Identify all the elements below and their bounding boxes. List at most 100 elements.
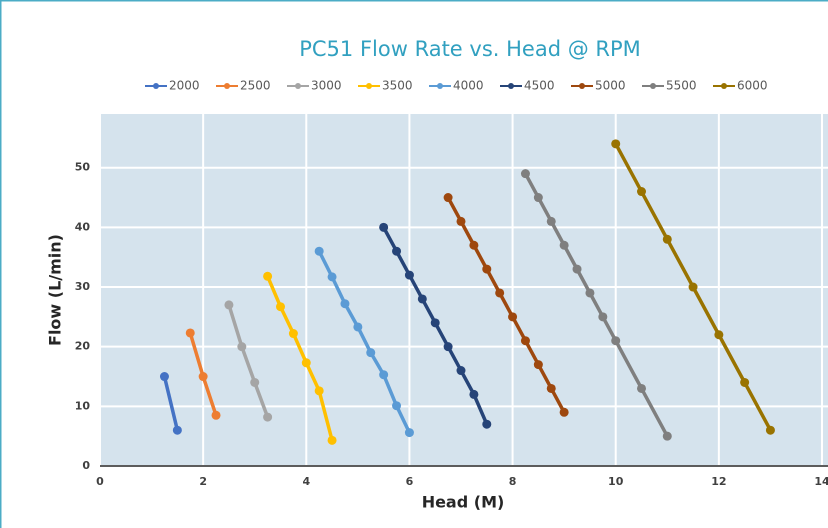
series-marker xyxy=(404,428,414,438)
legend-marker xyxy=(508,83,514,89)
legend-marker xyxy=(153,83,159,89)
y-tick-label: 10 xyxy=(75,399,91,412)
series-marker xyxy=(263,412,273,422)
series-marker xyxy=(520,336,530,346)
series-marker xyxy=(392,246,402,256)
y-tick-label: 40 xyxy=(75,220,91,233)
series-marker xyxy=(379,370,389,380)
series-marker xyxy=(637,383,646,393)
series-marker xyxy=(430,318,440,328)
legend-marker xyxy=(437,83,443,89)
series-marker xyxy=(637,187,646,197)
series-marker xyxy=(237,342,247,352)
series-marker xyxy=(404,270,414,280)
legend-marker xyxy=(579,83,585,89)
legend-label: 4500 xyxy=(524,79,555,93)
legend-label: 5500 xyxy=(666,79,697,93)
series-marker xyxy=(198,372,208,382)
series-marker xyxy=(263,271,273,281)
series-marker xyxy=(456,366,466,376)
y-axis-label: Flow (L/min) xyxy=(46,234,65,346)
series-marker xyxy=(611,139,621,149)
series-marker xyxy=(301,358,311,368)
y-tick-label: 0 xyxy=(82,459,90,472)
series-line xyxy=(162,376,180,431)
series-marker xyxy=(662,234,672,244)
x-tick-label: 14 xyxy=(814,475,828,488)
series-line xyxy=(523,172,669,438)
chart-title: PC51 Flow Rate vs. Head @ RPM xyxy=(299,37,641,61)
series-marker xyxy=(495,288,505,298)
series-marker xyxy=(469,240,479,250)
series-marker xyxy=(379,222,389,232)
series-marker xyxy=(340,299,350,309)
series-marker xyxy=(327,272,337,282)
series-marker xyxy=(559,240,569,250)
series-marker xyxy=(740,377,750,387)
series-marker xyxy=(456,216,466,226)
x-tick-label: 0 xyxy=(96,475,104,488)
series-marker xyxy=(559,407,569,417)
y-tick-label: 30 xyxy=(75,280,91,293)
series-line xyxy=(446,196,566,414)
series-marker xyxy=(159,372,169,382)
legend-marker xyxy=(721,83,727,89)
series-marker xyxy=(288,329,298,339)
series-marker xyxy=(765,425,775,435)
series-marker xyxy=(533,193,543,203)
series-marker xyxy=(185,328,195,338)
legend-marker xyxy=(295,83,301,89)
x-tick-label: 2 xyxy=(199,475,207,488)
legend-label: 6000 xyxy=(737,79,768,93)
series-marker xyxy=(172,425,182,435)
series-marker xyxy=(585,288,595,298)
series-line xyxy=(265,275,334,441)
series-marker xyxy=(314,386,324,396)
legend-marker xyxy=(224,83,230,89)
series-marker xyxy=(443,342,453,352)
series-marker xyxy=(533,360,543,370)
legend-marker xyxy=(366,83,372,89)
series-marker xyxy=(211,410,221,420)
series-marker xyxy=(250,377,260,387)
series-marker xyxy=(572,264,582,274)
series-line xyxy=(227,304,270,418)
series-marker xyxy=(520,169,530,179)
legend-label: 5000 xyxy=(595,79,626,93)
y-tick-label: 50 xyxy=(75,161,91,174)
series-marker xyxy=(598,312,608,322)
series-marker xyxy=(417,294,427,304)
series-marker xyxy=(714,330,724,340)
series-marker xyxy=(662,431,672,441)
x-tick-label: 10 xyxy=(608,475,624,488)
series-marker xyxy=(688,282,698,292)
legend-label: 2500 xyxy=(240,79,271,93)
x-tick-label: 12 xyxy=(711,475,726,488)
series-marker xyxy=(611,336,621,346)
series-marker xyxy=(353,322,363,332)
x-tick-label: 8 xyxy=(509,475,517,488)
legend-label: 2000 xyxy=(169,79,200,93)
series-marker xyxy=(366,348,376,358)
x-tick-label: 4 xyxy=(302,475,310,488)
series-marker xyxy=(482,264,492,274)
legend-marker xyxy=(650,83,656,89)
series-marker xyxy=(482,419,492,429)
series-marker xyxy=(314,246,324,256)
series-marker xyxy=(546,216,556,226)
series-marker xyxy=(224,300,234,310)
series-marker xyxy=(327,435,337,445)
legend-label: 3000 xyxy=(311,79,342,93)
series-line xyxy=(317,250,412,434)
legend-label: 3500 xyxy=(382,79,413,93)
y-tick-label: 20 xyxy=(75,340,91,353)
series-marker xyxy=(443,193,453,203)
x-tick-label: 6 xyxy=(406,475,414,488)
series-marker xyxy=(546,383,556,393)
x-axis-label: Head (M) xyxy=(422,493,505,512)
series-marker xyxy=(508,312,518,322)
legend-label: 4000 xyxy=(453,79,484,93)
series-marker xyxy=(392,401,402,411)
